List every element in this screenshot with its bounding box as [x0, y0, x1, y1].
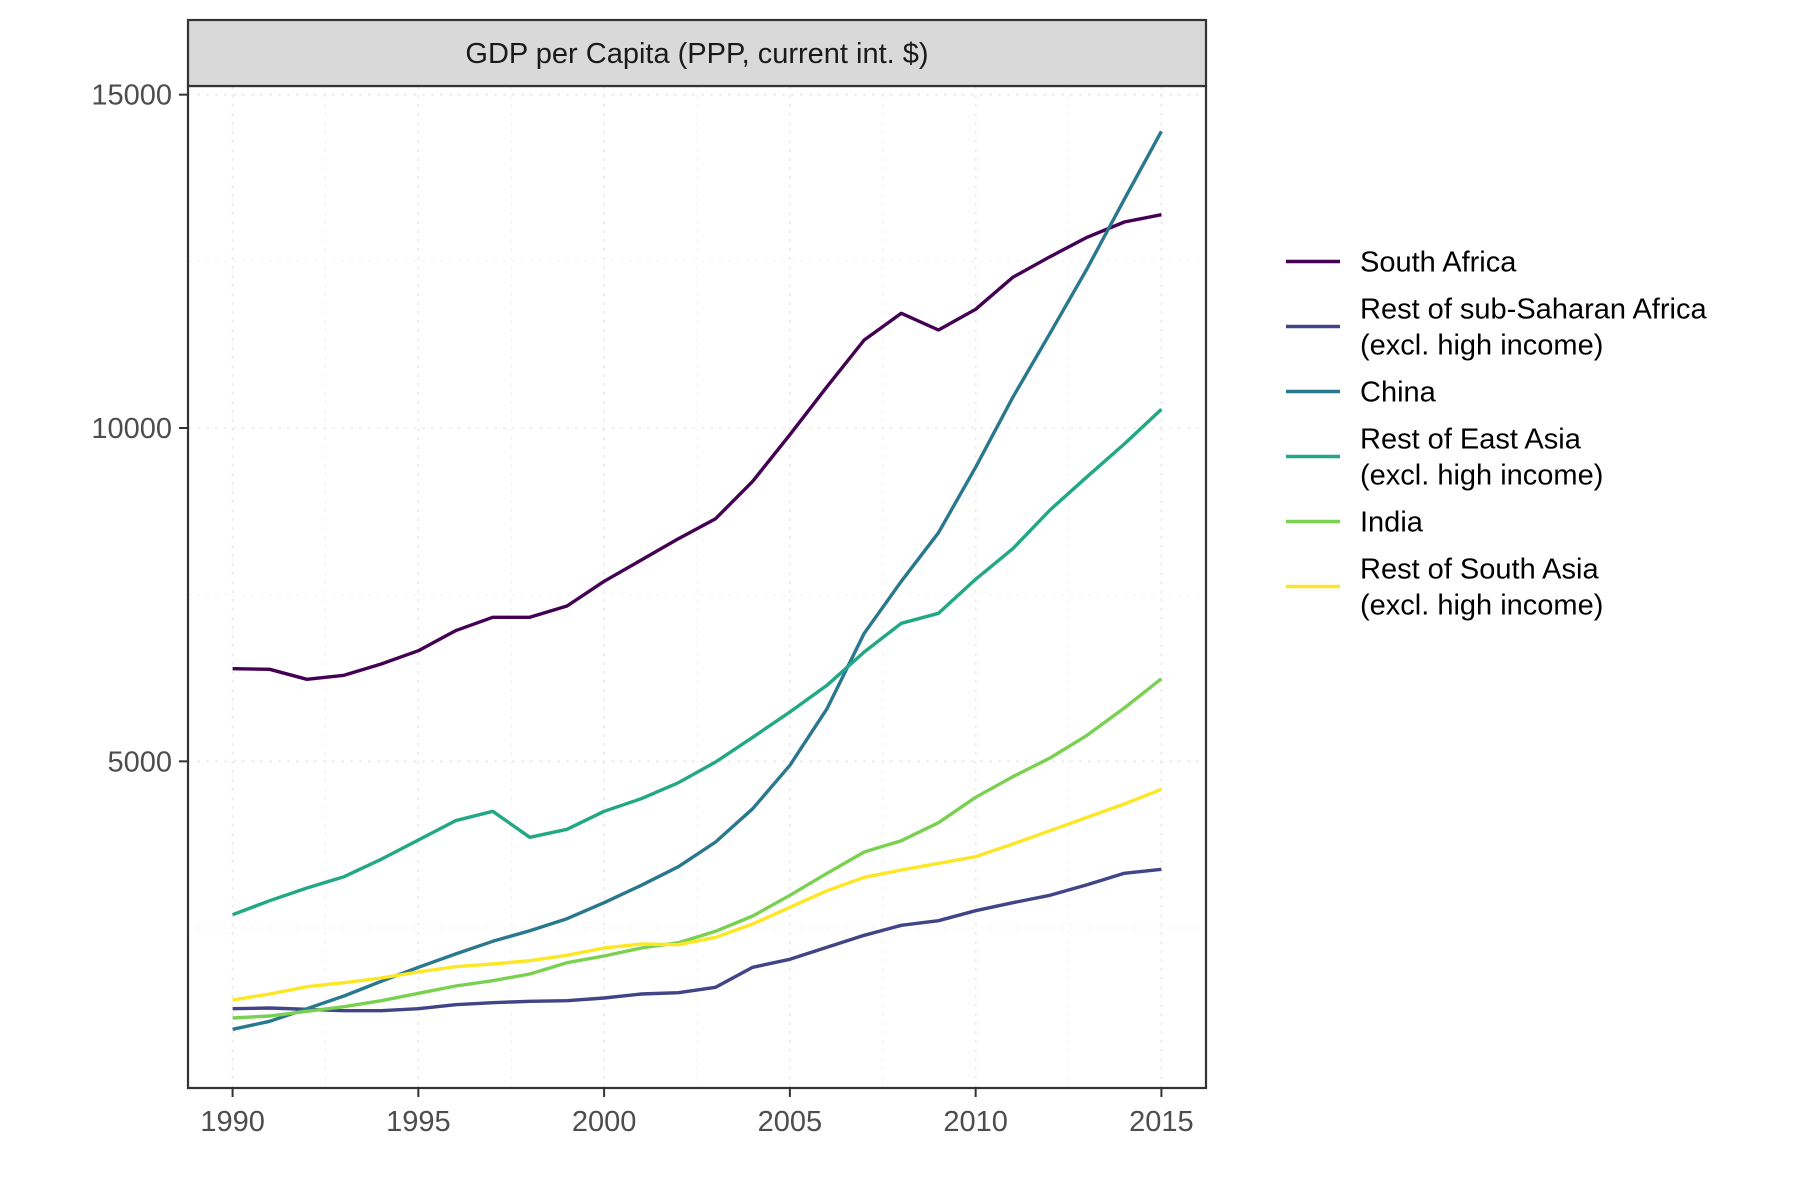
y-tick-label: 15000 — [91, 80, 172, 112]
x-tick-label: 2000 — [572, 1106, 637, 1138]
series-lines — [231, 130, 1163, 1031]
legend-label-1: Rest of sub-Saharan Africa — [1360, 294, 1707, 326]
x-tick-label: 1990 — [200, 1106, 265, 1138]
legend-label-5: (excl. high income) — [1360, 590, 1603, 622]
gridlines — [188, 86, 1206, 1088]
x-tick-label: 2010 — [943, 1106, 1008, 1138]
legend-label-5: Rest of South Asia — [1360, 554, 1599, 586]
y-tick-label: 5000 — [107, 746, 172, 778]
legend: South Africa Rest of sub-Saharan Africa (e… — [1286, 247, 1707, 622]
x-tick-label: 2015 — [1129, 1106, 1194, 1138]
facet-strip-title: GDP per Capita (PPP, current int. $) — [465, 38, 928, 70]
y-tick-label: 10000 — [91, 413, 172, 445]
series-line-2 — [232, 130, 1163, 1031]
series-line-0 — [232, 213, 1162, 681]
series-line-4 — [232, 677, 1163, 1020]
facet-strip — [186, 18, 1208, 88]
x-tick-label: 1995 — [386, 1106, 451, 1138]
x-tick-label: 2005 — [758, 1106, 823, 1138]
legend-label-1: (excl. high income) — [1360, 330, 1603, 362]
axes: 1990 1995 2000 2005 2010 2015 5000 10000 15000 — [91, 80, 1193, 1138]
series-line-1 — [232, 867, 1162, 1013]
legend-label-0: South Africa — [1360, 247, 1517, 279]
series-line-3 — [231, 408, 1163, 917]
legend-label-3: (excl. high income) — [1360, 460, 1603, 492]
series-line-5 — [232, 787, 1163, 1002]
legend-label-3: Rest of East Asia — [1360, 424, 1582, 456]
legend-label-2: China — [1360, 377, 1437, 409]
legend-label-4: India — [1360, 507, 1424, 539]
